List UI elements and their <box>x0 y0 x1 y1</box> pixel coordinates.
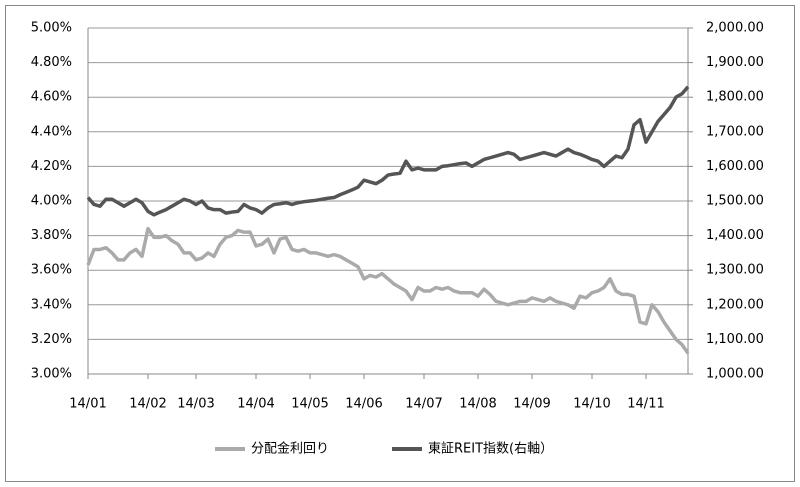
y-tick-label: 3.00% <box>31 367 72 382</box>
y2-tick-label: 2,000.00 <box>706 21 764 36</box>
y-tick-label: 5.00% <box>31 21 72 36</box>
x-tick-label: 14/04 <box>237 397 274 412</box>
y-tick-label: 4.60% <box>31 90 72 105</box>
y2-tick-label: 1,700.00 <box>706 124 764 139</box>
y-tick-label: 4.00% <box>31 194 72 209</box>
series-line <box>86 226 690 355</box>
y-tick-label: 3.40% <box>31 297 72 312</box>
x-tick-label: 14/01 <box>69 397 106 412</box>
y2-tick-label: 1,500.00 <box>706 194 764 209</box>
series-line <box>86 85 690 217</box>
y2-tick-label: 1,200.00 <box>706 297 764 312</box>
y2-tick-label: 1,100.00 <box>706 332 764 347</box>
x-tick-label: 14/07 <box>405 397 442 412</box>
y2-tick-label: 1,600.00 <box>706 159 764 174</box>
x-tick-label: 14/09 <box>513 397 550 412</box>
y-tick-label: 3.20% <box>31 332 72 347</box>
y2-tick-label: 1,400.00 <box>706 228 764 243</box>
x-tick-label: 14/03 <box>177 397 214 412</box>
y-tick-label: 4.20% <box>31 159 72 174</box>
x-tick-label: 14/02 <box>129 397 166 412</box>
x-tick-label: 14/06 <box>345 397 382 412</box>
y2-tick-label: 1,900.00 <box>706 55 764 70</box>
x-tick-label: 14/05 <box>291 397 328 412</box>
x-tick-label: 14/08 <box>459 397 496 412</box>
y2-tick-label: 1,300.00 <box>706 263 764 278</box>
x-tick-label: 14/10 <box>573 397 610 412</box>
y-tick-label: 3.60% <box>31 263 72 278</box>
y-tick-label: 3.80% <box>31 228 72 243</box>
y2-tick-label: 1,800.00 <box>706 90 764 105</box>
y-tick-label: 4.80% <box>31 55 72 70</box>
x-tick-label: 14/11 <box>627 397 664 412</box>
legend-label: 東証REIT指数(右軸） <box>428 441 553 457</box>
legend-label: 分配金利回り <box>251 441 329 457</box>
y-tick-label: 4.40% <box>31 124 72 139</box>
chart-border <box>5 5 795 482</box>
y2-tick-label: 1,000.00 <box>706 367 764 382</box>
